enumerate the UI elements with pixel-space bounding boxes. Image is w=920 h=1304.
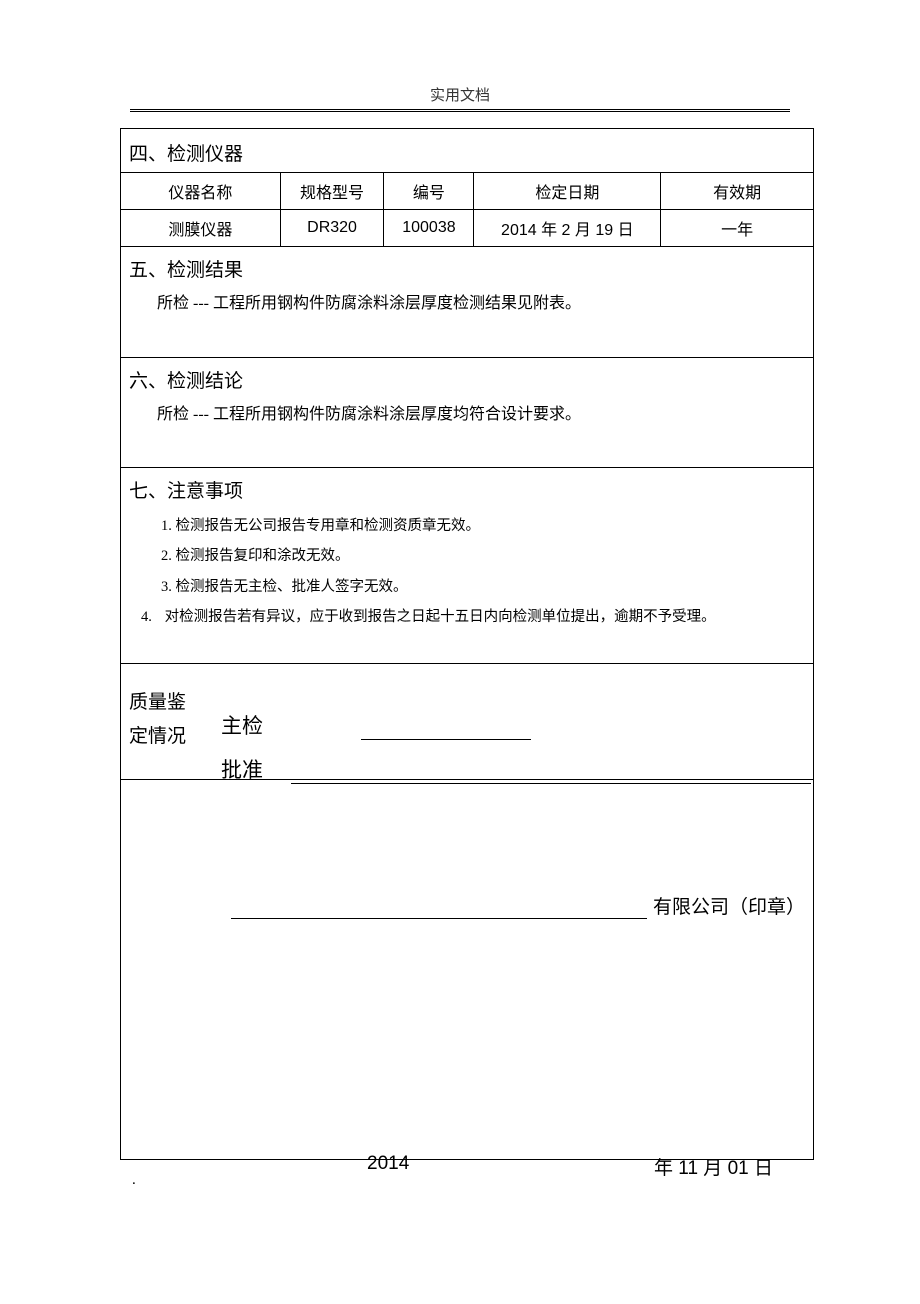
- header-rule: [130, 109, 790, 112]
- note-1: 1. 检测报告无公司报告专用章和检测资质章无效。: [161, 511, 805, 541]
- page-header: 实用文档: [0, 0, 920, 112]
- table-row: 测膜仪器 DR320 100038 2014 年 2 月 19 日 一年: [121, 210, 813, 247]
- section5-title: 五、检测结果: [129, 255, 805, 282]
- quality-block: 质量鉴 定情况 主检 批准: [121, 663, 813, 779]
- main-frame: 四、检测仪器 仪器名称 规格型号 编号 检定日期 有效期 测膜仪器 DR320 …: [120, 128, 814, 1160]
- cell-valid: 一年: [661, 210, 813, 247]
- date-rest: 年 11 月 01 日: [654, 1153, 773, 1180]
- section7-title: 七、注意事项: [129, 476, 805, 503]
- footer-dot: .: [132, 1172, 136, 1189]
- company-underline: [231, 901, 647, 919]
- cell-name: 测膜仪器: [121, 210, 280, 247]
- instrument-table: 仪器名称 规格型号 编号 检定日期 有效期 测膜仪器 DR320 100038 …: [121, 172, 813, 247]
- date-year: 2014: [367, 1153, 409, 1175]
- company-block: 有限公司（印章） 2014 年 11 月 01 日: [121, 779, 813, 1159]
- note-4-num: 4.: [141, 602, 161, 632]
- section5-body: 所检 --- 工程所用钢构件防腐涂料涂层厚度检测结果见附表。: [129, 290, 805, 319]
- col-model: 规格型号: [280, 173, 384, 210]
- company-line-row: 有限公司（印章）: [231, 892, 805, 919]
- sig-row-1: 主检: [221, 710, 811, 740]
- notes-list: 1. 检测报告无公司报告专用章和检测资质章无效。 2. 检测报告复印和涂改无效。…: [129, 511, 805, 602]
- cell-model: DR320: [280, 210, 384, 247]
- quality-label-l1: 质量鉴: [129, 692, 186, 713]
- sig-main-line: [361, 722, 531, 740]
- table-header-row: 仪器名称 规格型号 编号 检定日期 有效期: [121, 173, 813, 210]
- note-3: 3. 检测报告无主检、批准人签字无效。: [161, 572, 805, 602]
- col-caldate: 检定日期: [474, 173, 661, 210]
- col-name: 仪器名称: [121, 173, 280, 210]
- section6-title: 六、检测结论: [129, 366, 805, 393]
- col-valid: 有效期: [661, 173, 813, 210]
- sig-main-label: 主检: [221, 710, 291, 740]
- note-4: 4. 对检测报告若有异议，应于收到报告之日起十五日内向检测单位提出，逾期不予受理…: [129, 602, 805, 632]
- section4-title: 四、检测仪器: [121, 129, 813, 172]
- quality-label-l2: 定情况: [129, 726, 186, 747]
- col-number: 编号: [384, 173, 474, 210]
- quality-label: 质量鉴 定情况: [129, 686, 189, 754]
- cell-caldate: 2014 年 2 月 19 日: [474, 210, 661, 247]
- section5: 五、检测结果 所检 --- 工程所用钢构件防腐涂料涂层厚度检测结果见附表。: [121, 247, 813, 357]
- note-4-text: 对检测报告若有异议，应于收到报告之日起十五日内向检测单位提出，逾期不予受理。: [165, 609, 716, 625]
- company-suffix: 有限公司（印章）: [653, 892, 805, 919]
- section7: 七、注意事项 1. 检测报告无公司报告专用章和检测资质章无效。 2. 检测报告复…: [121, 467, 813, 663]
- cell-number: 100038: [384, 210, 474, 247]
- header-title: 实用文档: [430, 88, 490, 104]
- section6-body: 所检 --- 工程所用钢构件防腐涂料涂层厚度均符合设计要求。: [129, 401, 805, 430]
- note-2: 2. 检测报告复印和涂改无效。: [161, 541, 805, 571]
- section6: 六、检测结论 所检 --- 工程所用钢构件防腐涂料涂层厚度均符合设计要求。: [121, 357, 813, 467]
